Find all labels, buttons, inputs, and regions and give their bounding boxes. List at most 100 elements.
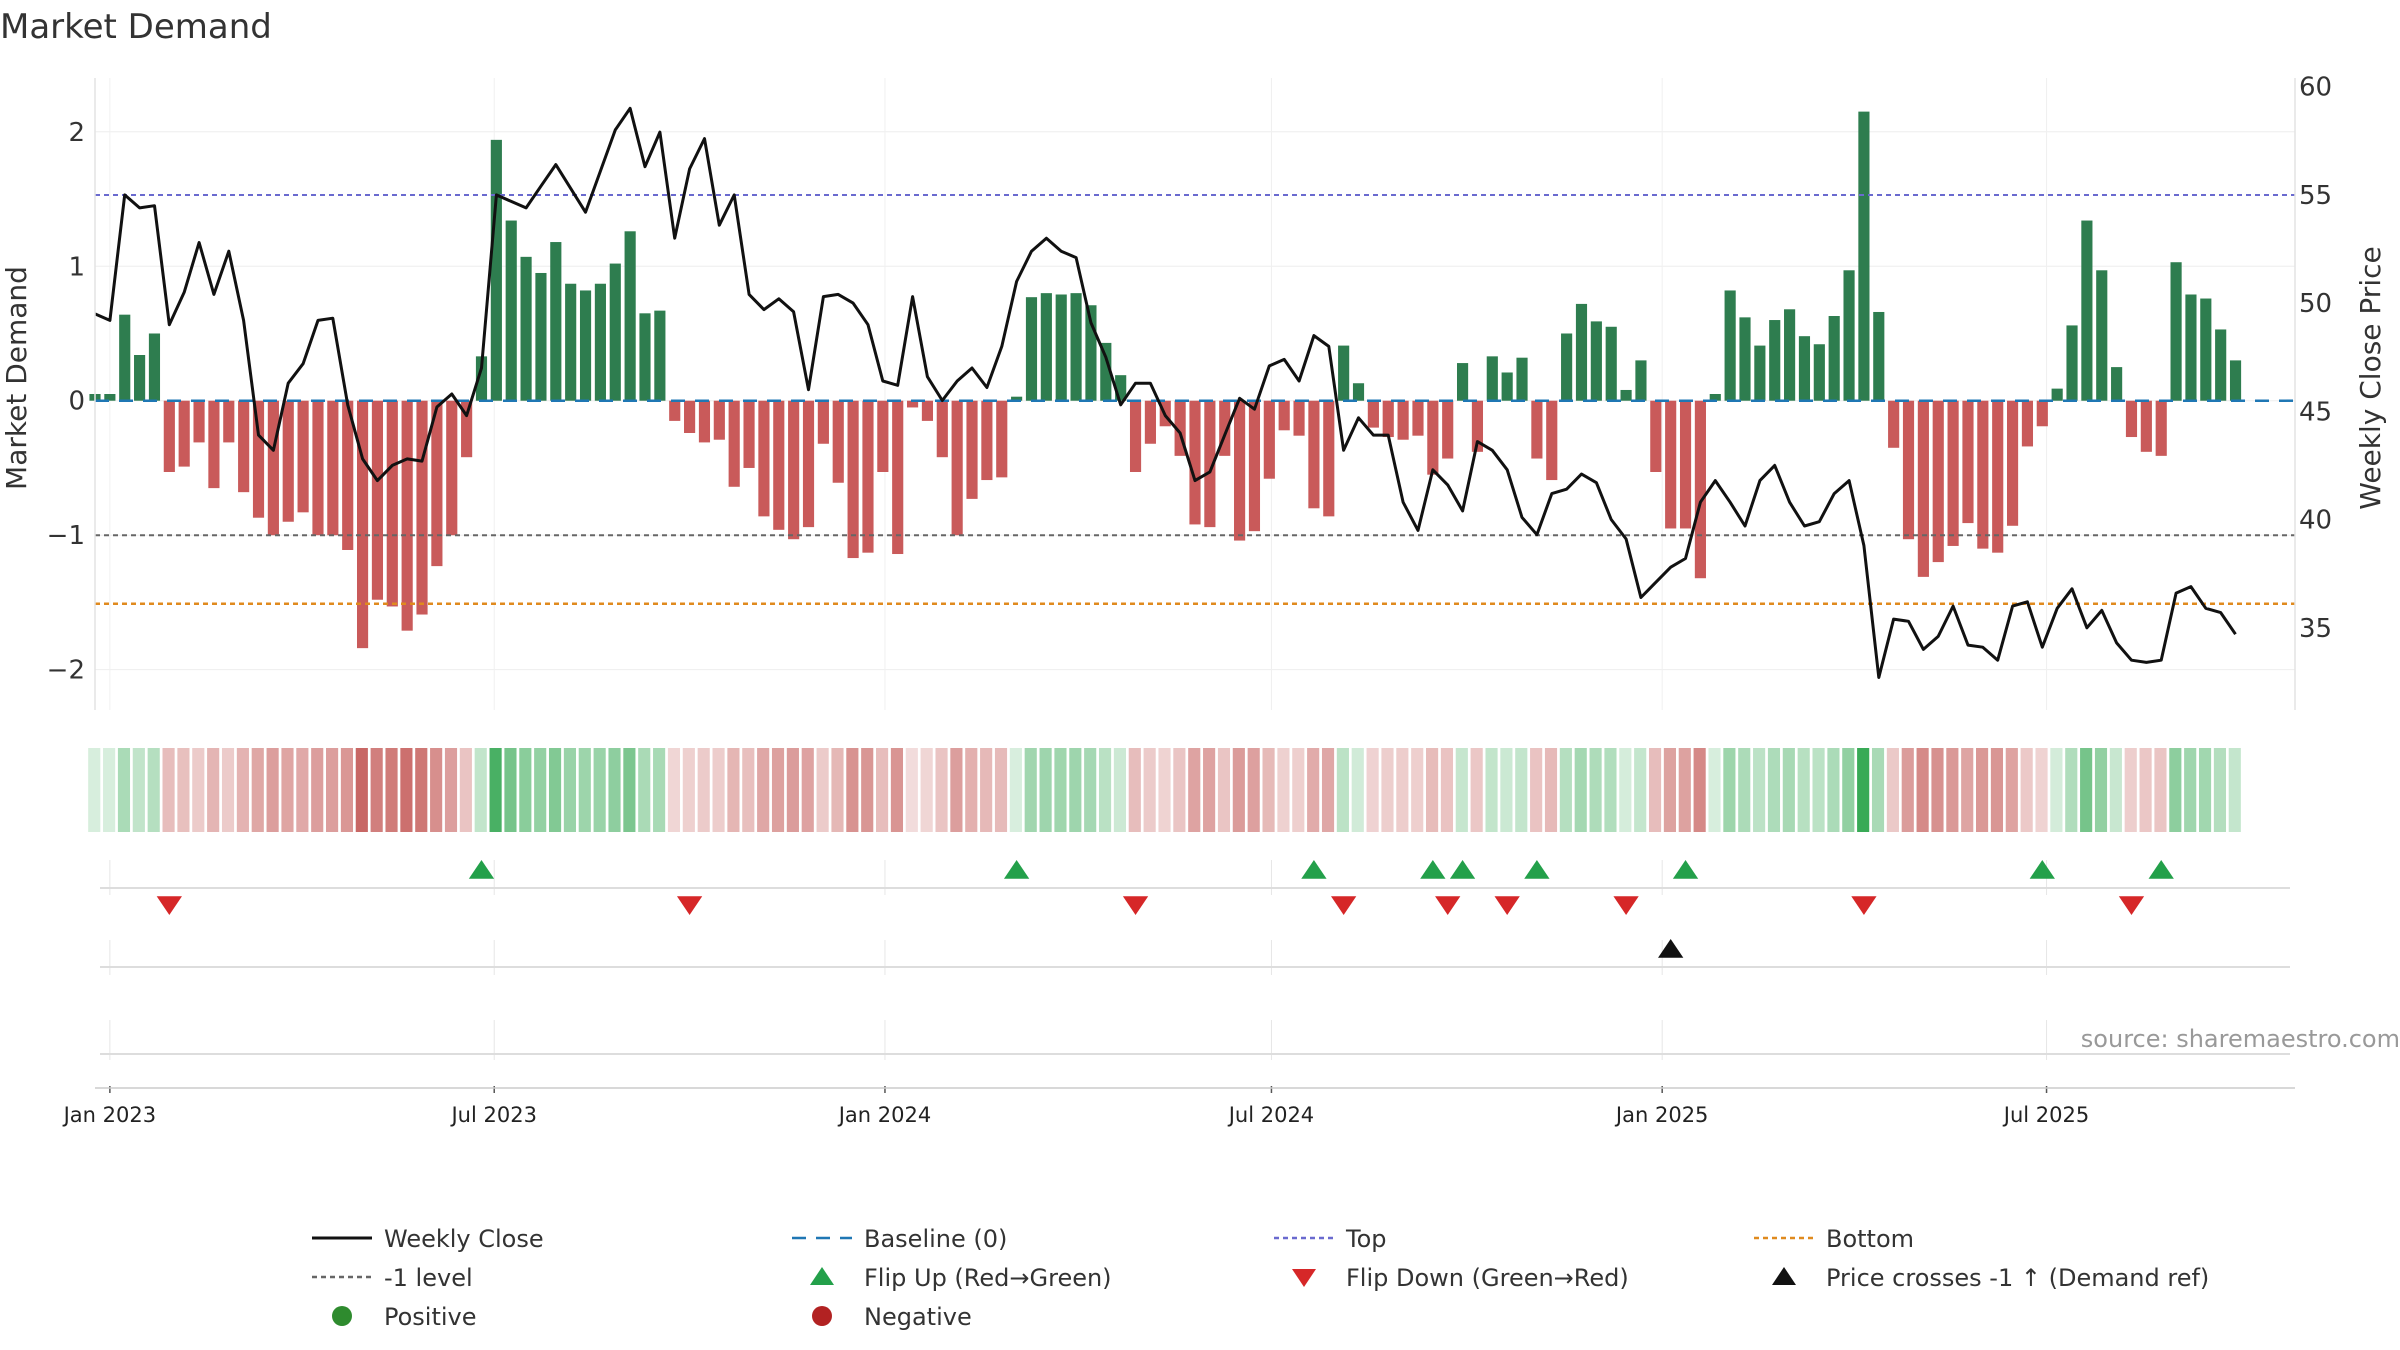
heat-cell xyxy=(1589,748,1602,832)
demand-bar xyxy=(1902,400,1915,540)
demand-bar xyxy=(386,400,398,607)
heat-cell xyxy=(103,748,116,832)
demand-bar xyxy=(1263,400,1275,479)
heat-cell xyxy=(1336,748,1349,832)
heat-cell xyxy=(1946,748,1959,832)
heat-cell xyxy=(1455,748,1468,832)
demand-bar xyxy=(1546,400,1558,481)
heat-cell xyxy=(1530,748,1543,832)
heat-cell xyxy=(712,748,725,832)
heat-cell xyxy=(1039,748,1052,832)
weekly-close-line xyxy=(94,106,2237,679)
demand-bar xyxy=(1025,297,1038,401)
flip-up-marker xyxy=(468,860,495,879)
flip-down-marker xyxy=(2118,896,2145,915)
demand-bar xyxy=(594,283,606,401)
heat-cell xyxy=(1544,748,1558,832)
demand-bar xyxy=(2140,400,2152,452)
x-tick-label: Jan 2023 xyxy=(62,1103,157,1127)
demand-bar xyxy=(773,400,785,530)
flip-up-marker xyxy=(1672,860,1699,879)
heat-cell xyxy=(786,748,799,832)
demand-bar xyxy=(1754,345,1766,401)
demand-bar xyxy=(1977,400,1989,549)
heat-cell xyxy=(1069,748,1082,832)
heat-cell xyxy=(430,748,443,832)
heat-cell xyxy=(905,748,918,832)
heat-cell xyxy=(1143,748,1156,832)
y2-axis-label: Weekly Close Price xyxy=(2354,246,2387,509)
x-tick-label: Jul 2023 xyxy=(449,1103,536,1127)
heat-cell xyxy=(1262,748,1275,832)
heat-cell xyxy=(1054,748,1067,832)
heat-cell xyxy=(311,748,324,832)
heat-cell xyxy=(1321,748,1335,832)
demand-bar xyxy=(832,400,844,483)
heat-cell xyxy=(147,748,160,832)
heat-cell xyxy=(1366,748,1379,832)
heat-cell xyxy=(326,748,339,832)
demand-bar xyxy=(446,400,458,536)
demand-bar xyxy=(282,400,294,522)
heat-cell xyxy=(1574,748,1587,832)
heat-cell xyxy=(1976,748,1989,832)
y2-tick-label: 35 xyxy=(2299,614,2332,644)
demand-bar xyxy=(906,400,919,408)
demand-bar xyxy=(981,400,993,481)
demand-bar xyxy=(1352,383,1365,401)
demand-bar xyxy=(1828,316,1840,401)
demand-bar xyxy=(847,400,859,559)
heat-cell xyxy=(1827,748,1840,832)
demand-bar xyxy=(788,400,800,540)
legend-swatch xyxy=(810,1267,834,1285)
flip-down-marker xyxy=(1494,896,1520,915)
demand-bar xyxy=(1055,294,1067,401)
heat-cell xyxy=(1738,748,1751,832)
demand-bar xyxy=(2155,400,2167,456)
demand-bar xyxy=(877,400,889,472)
y2-tick-label: 40 xyxy=(2299,506,2332,536)
demand-bar xyxy=(1575,303,1588,401)
heat-cell xyxy=(1396,748,1409,832)
demand-bar xyxy=(1486,356,1498,401)
heat-cell xyxy=(1084,748,1097,832)
demand-bar xyxy=(1234,400,1246,541)
heat-cell xyxy=(890,748,904,832)
demand-bar xyxy=(1709,394,1721,401)
heat-cell xyxy=(474,748,487,832)
demand-bar xyxy=(1144,400,1156,444)
demand-bar xyxy=(1843,270,1855,401)
demand-bar xyxy=(1293,400,1305,436)
heat-cell xyxy=(1797,748,1810,832)
demand-bar xyxy=(1204,400,1216,528)
demand-bar xyxy=(713,400,725,440)
heat-cell xyxy=(1173,748,1186,832)
chart-title: Market Demand xyxy=(0,7,272,47)
heat-cell xyxy=(1604,748,1617,832)
heat-cell xyxy=(236,748,249,832)
heat-cell xyxy=(1901,748,1914,832)
demand-bar xyxy=(431,400,443,567)
legend-label: Flip Down (Green→Red) xyxy=(1346,1264,1629,1292)
demand-bar xyxy=(238,400,250,493)
legend-item: Baseline (0) xyxy=(792,1225,1007,1253)
heat-cell xyxy=(1663,748,1676,832)
heat-cell xyxy=(1931,748,1944,832)
heat-cell xyxy=(994,748,1008,832)
heat-cell xyxy=(950,748,963,832)
heat-cell xyxy=(1098,748,1112,832)
flip-up-marker xyxy=(2029,860,2055,879)
demand-bar xyxy=(1100,342,1112,401)
demand-bar xyxy=(951,400,963,536)
heat-cell xyxy=(980,748,993,832)
heat-cell xyxy=(1292,748,1305,832)
demand-bar xyxy=(267,400,279,536)
heat-cell xyxy=(1426,748,1439,832)
heat-cell xyxy=(385,748,398,832)
heat-cell xyxy=(2109,748,2122,832)
demand-bar xyxy=(1278,400,1290,431)
heat-cell xyxy=(2094,748,2108,832)
demand-bar xyxy=(669,400,681,421)
flip-up-marker xyxy=(1003,860,1030,879)
heat-cell xyxy=(504,748,517,832)
